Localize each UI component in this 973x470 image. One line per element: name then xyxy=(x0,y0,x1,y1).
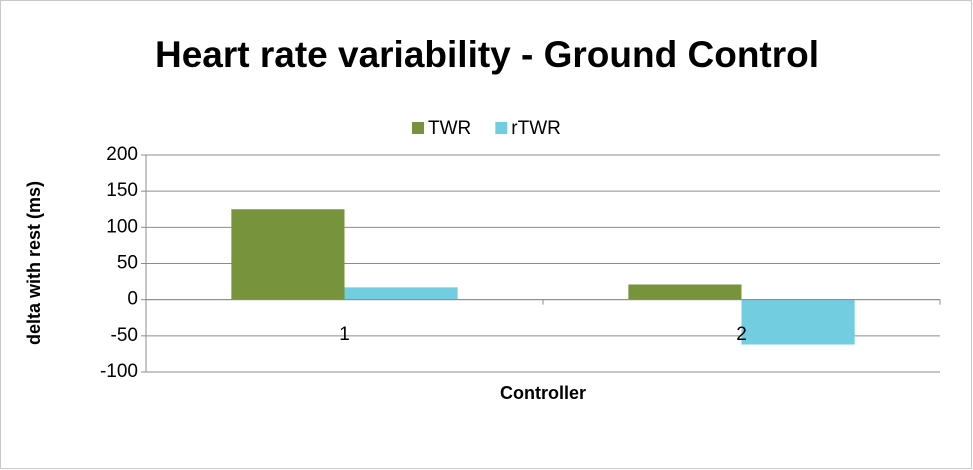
legend-swatch xyxy=(412,122,424,134)
legend-label: TWR xyxy=(428,118,471,139)
bar xyxy=(344,287,458,300)
x-tick-label: 1 xyxy=(339,324,350,345)
legend-swatch xyxy=(495,122,508,134)
y-tick-label: 200 xyxy=(106,144,138,165)
y-tick-label: -50 xyxy=(111,325,138,346)
y-tick-label: -100 xyxy=(100,361,138,382)
y-tick-label: 0 xyxy=(127,289,138,310)
bar xyxy=(231,209,345,300)
bar xyxy=(741,299,855,345)
chart-title: Heart rate variability - Ground Control xyxy=(155,34,819,75)
y-tick-label: 50 xyxy=(117,253,138,274)
x-axis-title: Controller xyxy=(500,383,586,403)
x-tick-label: 2 xyxy=(736,324,747,345)
y-axis-title: delta with rest (ms) xyxy=(24,181,44,345)
legend-label: rTWR xyxy=(511,118,561,139)
bar xyxy=(628,284,742,300)
y-tick-label: 100 xyxy=(106,216,138,237)
y-tick-label: 150 xyxy=(106,180,138,201)
